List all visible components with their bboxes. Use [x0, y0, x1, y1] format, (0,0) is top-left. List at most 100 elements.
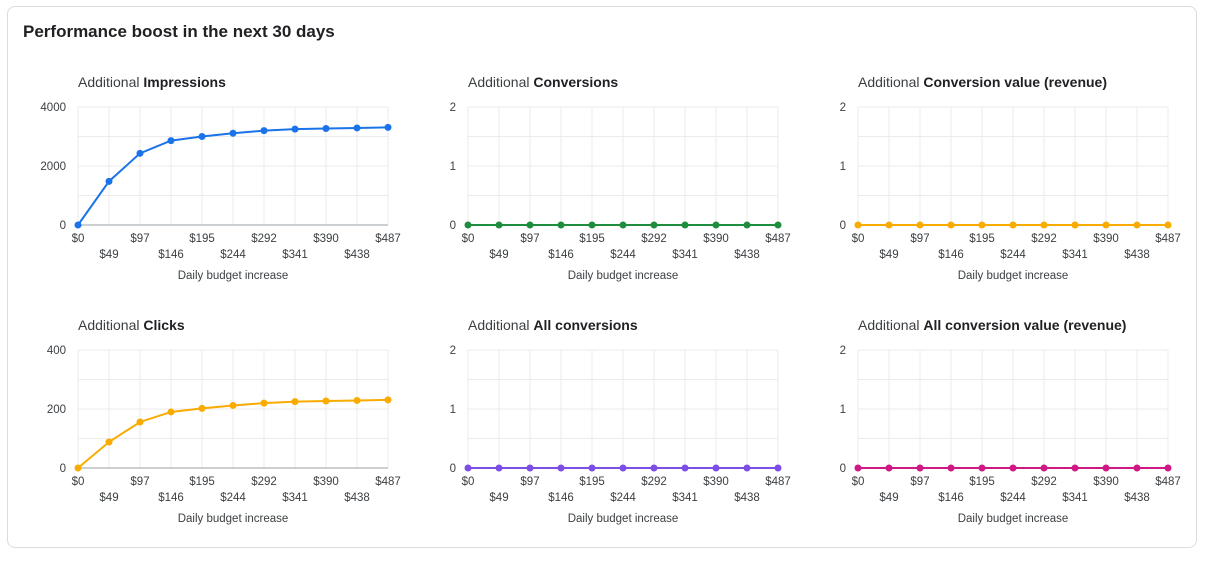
data-point[interactable] [916, 221, 924, 229]
data-point[interactable] [322, 397, 330, 405]
x-tick-label: $0 [72, 476, 85, 488]
x-tick-label: $97 [130, 233, 149, 245]
x-tick-label: $0 [852, 233, 865, 245]
data-point[interactable] [74, 221, 82, 229]
data-point[interactable] [557, 464, 565, 472]
x-tick-label: $341 [1062, 492, 1088, 504]
data-point[interactable] [854, 464, 862, 472]
data-point[interactable] [136, 418, 144, 426]
x-tick-label: $292 [641, 476, 667, 488]
chart-6: Additional All conversion value (revenue… [840, 317, 1181, 525]
data-point[interactable] [1164, 464, 1172, 472]
x-tick-label: $97 [520, 233, 539, 245]
data-point[interactable] [105, 438, 113, 446]
data-point[interactable] [650, 464, 658, 472]
x-tick-label: $292 [251, 233, 277, 245]
data-point[interactable] [495, 221, 503, 229]
card-title: Performance boost in the next 30 days [23, 22, 335, 41]
data-point[interactable] [260, 399, 268, 407]
data-point[interactable] [774, 464, 782, 472]
x-axis-label: Daily budget increase [178, 270, 289, 282]
data-point[interactable] [557, 221, 565, 229]
data-point[interactable] [1040, 464, 1048, 472]
data-point[interactable] [464, 464, 472, 472]
data-point[interactable] [229, 401, 237, 409]
data-point[interactable] [136, 149, 144, 157]
data-point[interactable] [978, 221, 986, 229]
chart-title-metric: Conversion value (revenue) [923, 74, 1107, 90]
data-point[interactable] [650, 221, 658, 229]
data-point[interactable] [588, 221, 596, 229]
data-point[interactable] [681, 221, 689, 229]
chart-title-prefix: Additional [858, 74, 923, 90]
data-point[interactable] [167, 408, 175, 416]
data-point[interactable] [743, 221, 751, 229]
data-point[interactable] [464, 221, 472, 229]
x-tick-label: $390 [313, 233, 339, 245]
data-point[interactable] [260, 127, 268, 135]
data-point[interactable] [1102, 464, 1110, 472]
x-tick-label: $390 [1093, 476, 1119, 488]
data-point[interactable] [588, 464, 596, 472]
data-point[interactable] [854, 221, 862, 229]
data-point[interactable] [619, 464, 627, 472]
data-point[interactable] [947, 221, 955, 229]
data-point[interactable] [229, 129, 237, 137]
data-point[interactable] [1040, 221, 1048, 229]
data-point[interactable] [384, 123, 392, 131]
data-point[interactable] [1164, 221, 1172, 229]
data-point[interactable] [681, 464, 689, 472]
data-point[interactable] [774, 221, 782, 229]
data-point[interactable] [1071, 221, 1079, 229]
data-point[interactable] [885, 221, 893, 229]
data-point[interactable] [1071, 464, 1079, 472]
data-point[interactable] [105, 177, 113, 185]
x-tick-label: $438 [734, 492, 760, 504]
chart-title: Additional All conversions [468, 317, 638, 333]
y-tick-label: 0 [450, 463, 456, 475]
data-point[interactable] [743, 464, 751, 472]
x-tick-label: $438 [344, 492, 370, 504]
data-point[interactable] [167, 137, 175, 145]
x-tick-label: $0 [72, 233, 85, 245]
data-point[interactable] [1009, 464, 1017, 472]
chart-title-metric: Conversions [533, 74, 618, 90]
x-tick-label: $244 [1000, 492, 1026, 504]
x-tick-label: $487 [765, 233, 791, 245]
chart-title-metric: Impressions [143, 74, 226, 90]
data-point[interactable] [526, 221, 534, 229]
data-point[interactable] [916, 464, 924, 472]
data-point[interactable] [322, 125, 330, 133]
data-point[interactable] [198, 404, 206, 412]
data-point[interactable] [947, 464, 955, 472]
data-point[interactable] [1133, 464, 1141, 472]
data-point[interactable] [1102, 221, 1110, 229]
data-point[interactable] [384, 396, 392, 404]
x-tick-label: $195 [189, 233, 215, 245]
data-point[interactable] [712, 221, 720, 229]
data-point[interactable] [1009, 221, 1017, 229]
data-point[interactable] [291, 125, 299, 133]
x-tick-label: $292 [641, 233, 667, 245]
y-tick-label: 200 [47, 404, 66, 416]
data-point[interactable] [353, 124, 361, 132]
data-point[interactable] [74, 464, 82, 472]
data-point[interactable] [619, 221, 627, 229]
x-tick-label: $0 [462, 233, 475, 245]
data-point[interactable] [198, 133, 206, 140]
chart-1: Additional Impressions 0 2000 4000 $0 $49 $97 $… [40, 74, 400, 282]
x-tick-label: $146 [938, 492, 964, 504]
data-point[interactable] [712, 464, 720, 472]
x-tick-label: $49 [489, 492, 508, 504]
data-point[interactable] [353, 396, 361, 404]
data-point[interactable] [1133, 221, 1141, 229]
x-tick-label: $341 [282, 249, 308, 261]
data-point[interactable] [495, 464, 503, 472]
data-point[interactable] [526, 464, 534, 472]
y-tick-label: 1 [450, 161, 456, 173]
data-point[interactable] [291, 398, 299, 406]
data-point[interactable] [978, 464, 986, 472]
x-tick-label: $49 [99, 492, 118, 504]
chart-4: Additional Clicks 0 200 400 $0 $49 $97 $146 $195… [47, 317, 401, 525]
data-point[interactable] [885, 464, 893, 472]
